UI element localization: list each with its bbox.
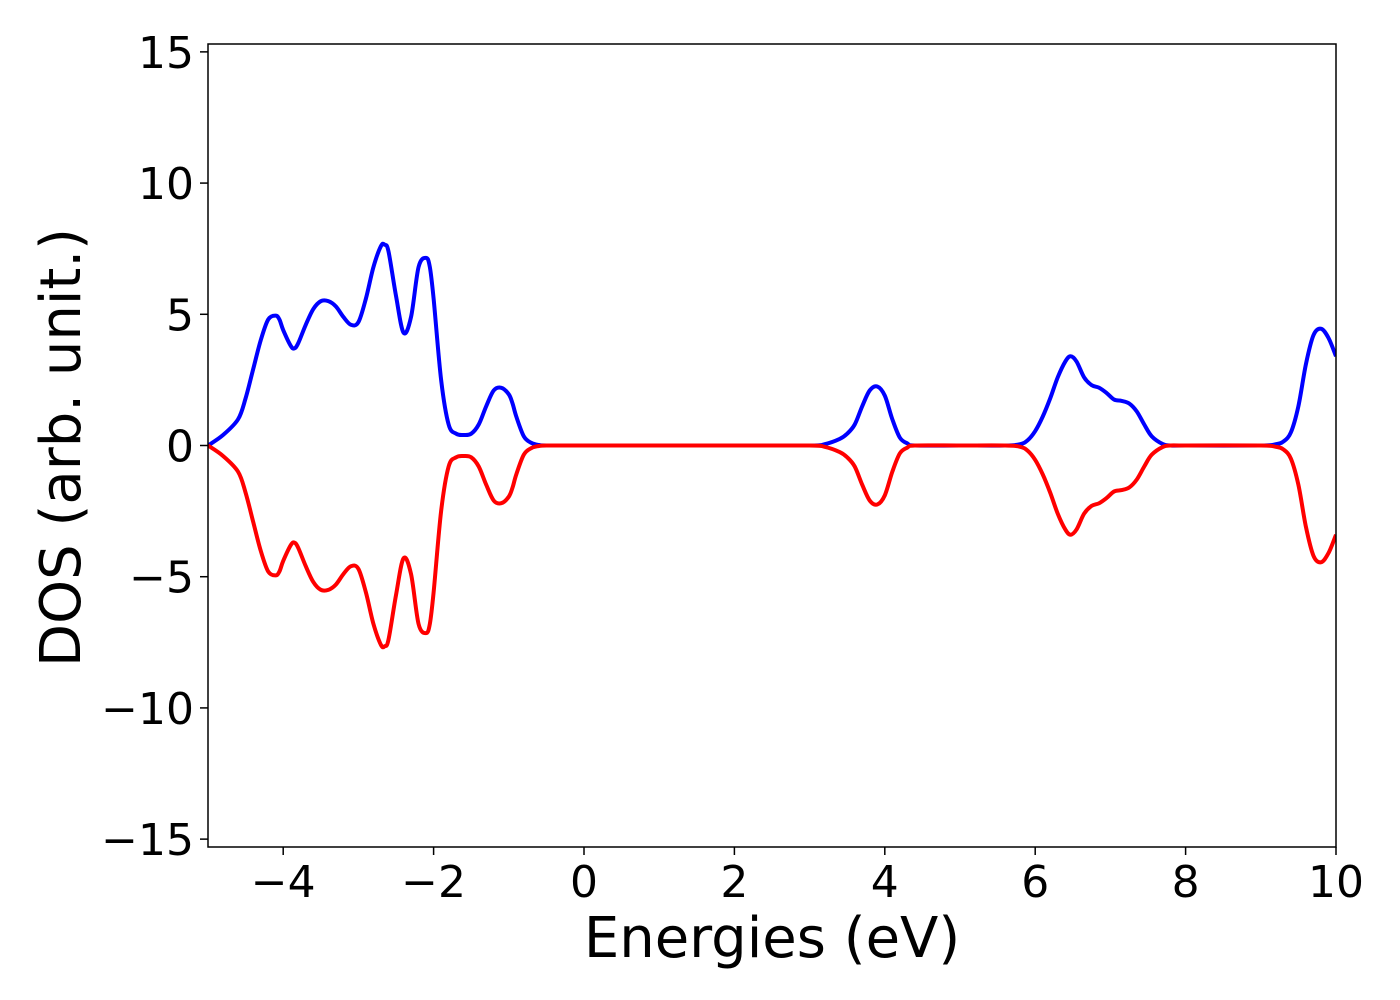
x-tick-label: 4 [871, 857, 899, 908]
series-line-1 [208, 241, 1336, 448]
x-tick-label: 2 [720, 857, 748, 908]
y-tick-label: 0 [166, 422, 194, 473]
x-tick-label: −4 [251, 857, 316, 908]
y-tick-label: 10 [138, 159, 194, 210]
x-axis-title: Energies (eV) [584, 906, 960, 971]
y-tick-label: −15 [101, 815, 194, 866]
y-tick-label: 5 [166, 290, 194, 341]
series-layer [208, 241, 1336, 650]
x-tick-label: 6 [1021, 857, 1049, 908]
x-axis: −4 −2 0 2 4 6 8 10 [251, 847, 1364, 908]
y-axis: 15 10 5 0 −5 −10 −15 [101, 28, 208, 866]
y-axis-title: DOS (arb. unit.) [29, 228, 94, 667]
x-tick-label: 10 [1308, 857, 1364, 908]
x-tick-label: 0 [570, 857, 598, 908]
series-line-2 [208, 443, 1336, 650]
x-tick-label: −2 [401, 857, 466, 908]
y-tick-label: 15 [138, 28, 194, 79]
y-tick-label: −5 [129, 553, 194, 604]
y-tick-label: −10 [101, 684, 194, 735]
x-tick-label: 8 [1172, 857, 1200, 908]
